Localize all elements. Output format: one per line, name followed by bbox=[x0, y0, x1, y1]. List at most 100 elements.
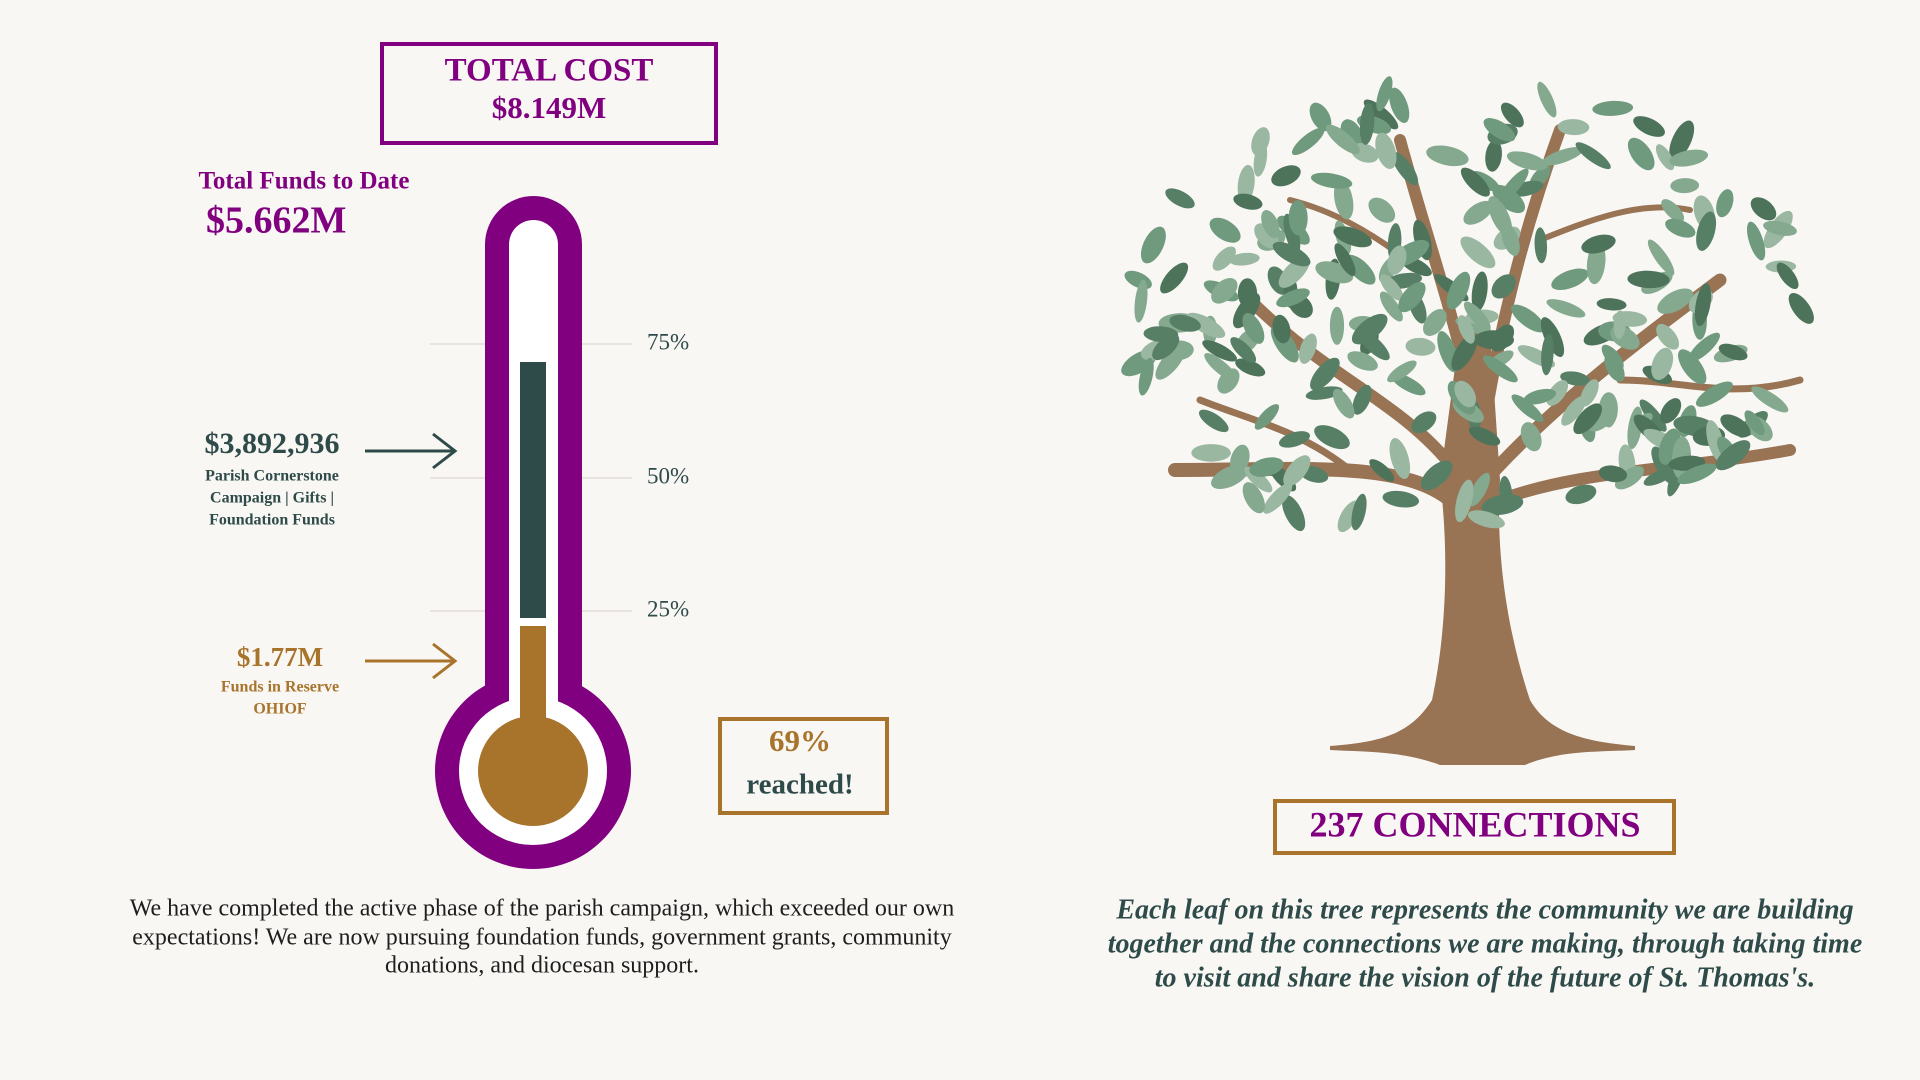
leaf bbox=[1272, 314, 1291, 344]
leaf bbox=[1242, 482, 1265, 514]
leaf bbox=[1351, 493, 1367, 531]
leaf bbox=[1278, 431, 1311, 448]
leaf bbox=[1598, 465, 1628, 483]
progress-box bbox=[718, 717, 889, 815]
leaf bbox=[1249, 457, 1284, 477]
thermometer bbox=[435, 196, 631, 869]
leaf bbox=[1718, 343, 1748, 361]
leaf bbox=[1217, 368, 1240, 394]
caption-line: together and the connections we are maki… bbox=[1108, 928, 1863, 959]
connections-count: 237 CONNECTIONS bbox=[1309, 804, 1640, 844]
leaf bbox=[1498, 168, 1529, 203]
summary-line: donations, and diocesan support. bbox=[385, 953, 699, 979]
leaf bbox=[1382, 490, 1420, 508]
summary-line: expectations! We are now pursuing founda… bbox=[132, 925, 951, 951]
leaf bbox=[1310, 172, 1353, 189]
segment-amount: $3,892,936 bbox=[205, 427, 340, 460]
leaf bbox=[1446, 271, 1471, 310]
segment-description: Funds in Reserve bbox=[221, 679, 339, 696]
segment-amount: $1.77M bbox=[237, 642, 323, 672]
leaf bbox=[1376, 76, 1393, 112]
leaf bbox=[1212, 246, 1236, 271]
leaf bbox=[1483, 118, 1516, 142]
leaf bbox=[1233, 193, 1263, 210]
leaf bbox=[1379, 274, 1404, 301]
leaf bbox=[1351, 313, 1388, 345]
leaf bbox=[1389, 87, 1410, 124]
leaf bbox=[1788, 292, 1814, 324]
segment-description: OHIOF bbox=[253, 701, 307, 718]
leaf bbox=[1426, 145, 1469, 167]
leaf bbox=[1140, 226, 1166, 264]
tree bbox=[1121, 76, 1814, 765]
leaf bbox=[1379, 291, 1403, 322]
leaf bbox=[1291, 127, 1325, 156]
leaf bbox=[1696, 211, 1717, 251]
leaf bbox=[1573, 403, 1603, 435]
leaf bbox=[1334, 243, 1356, 277]
leaf bbox=[1263, 482, 1293, 514]
leaf bbox=[1369, 459, 1395, 482]
leaf bbox=[1763, 220, 1797, 236]
leaf bbox=[1601, 344, 1624, 370]
leaf bbox=[1750, 197, 1777, 221]
leaf bbox=[1541, 333, 1554, 376]
leaf bbox=[1551, 268, 1589, 291]
leaf bbox=[1398, 281, 1426, 313]
leaf bbox=[1347, 351, 1378, 371]
leaf bbox=[1169, 314, 1201, 332]
leaf bbox=[1557, 119, 1590, 136]
leaf bbox=[1669, 149, 1709, 167]
segment-description: Foundation Funds bbox=[209, 512, 335, 529]
leaf bbox=[1488, 196, 1513, 237]
leaf bbox=[1352, 384, 1372, 415]
leaf bbox=[1534, 227, 1548, 264]
leaf bbox=[1314, 425, 1350, 450]
leaf bbox=[1776, 262, 1799, 290]
leaf bbox=[1661, 199, 1685, 223]
leaves bbox=[1121, 76, 1814, 533]
leaf bbox=[1468, 472, 1491, 507]
leaf bbox=[1580, 379, 1599, 407]
fill-gifts bbox=[520, 362, 546, 618]
funds-label: Total Funds to Date bbox=[199, 168, 410, 195]
leaf bbox=[1232, 292, 1261, 329]
leaf bbox=[1716, 189, 1734, 218]
leaf bbox=[1647, 239, 1675, 276]
total-cost-amount: $8.149M bbox=[492, 90, 607, 125]
leaf bbox=[1546, 380, 1569, 406]
leaf bbox=[1678, 349, 1707, 385]
leaf bbox=[1546, 299, 1586, 318]
leaf bbox=[1261, 210, 1280, 239]
leaf bbox=[1155, 344, 1186, 380]
leaf bbox=[1228, 252, 1260, 266]
leaf bbox=[1627, 270, 1670, 289]
leaf bbox=[1694, 283, 1712, 327]
leaf bbox=[1455, 479, 1474, 523]
leaf bbox=[1490, 324, 1515, 352]
leaf bbox=[1251, 127, 1270, 156]
leaf bbox=[1138, 357, 1154, 396]
leaf bbox=[1596, 298, 1627, 311]
leaf bbox=[1720, 414, 1751, 438]
leaf bbox=[1237, 164, 1255, 204]
leaf bbox=[1471, 271, 1488, 312]
leaf bbox=[1651, 347, 1674, 381]
bulb-fill bbox=[478, 716, 588, 826]
total-cost-box bbox=[380, 42, 718, 145]
leaf bbox=[1299, 333, 1317, 364]
tick-label: 50% bbox=[647, 463, 689, 488]
leaf bbox=[1669, 120, 1695, 161]
leaf bbox=[1191, 444, 1231, 462]
leaf bbox=[1670, 178, 1700, 194]
leaf bbox=[1460, 236, 1496, 269]
leaf bbox=[1520, 422, 1542, 452]
leaf bbox=[1633, 116, 1665, 137]
leaf bbox=[1325, 124, 1360, 155]
leaf bbox=[1523, 388, 1556, 405]
leaf bbox=[1310, 357, 1340, 391]
leaf bbox=[1368, 197, 1396, 223]
leaf bbox=[1695, 381, 1733, 407]
leaf bbox=[1627, 137, 1655, 171]
leaf bbox=[1656, 323, 1680, 350]
